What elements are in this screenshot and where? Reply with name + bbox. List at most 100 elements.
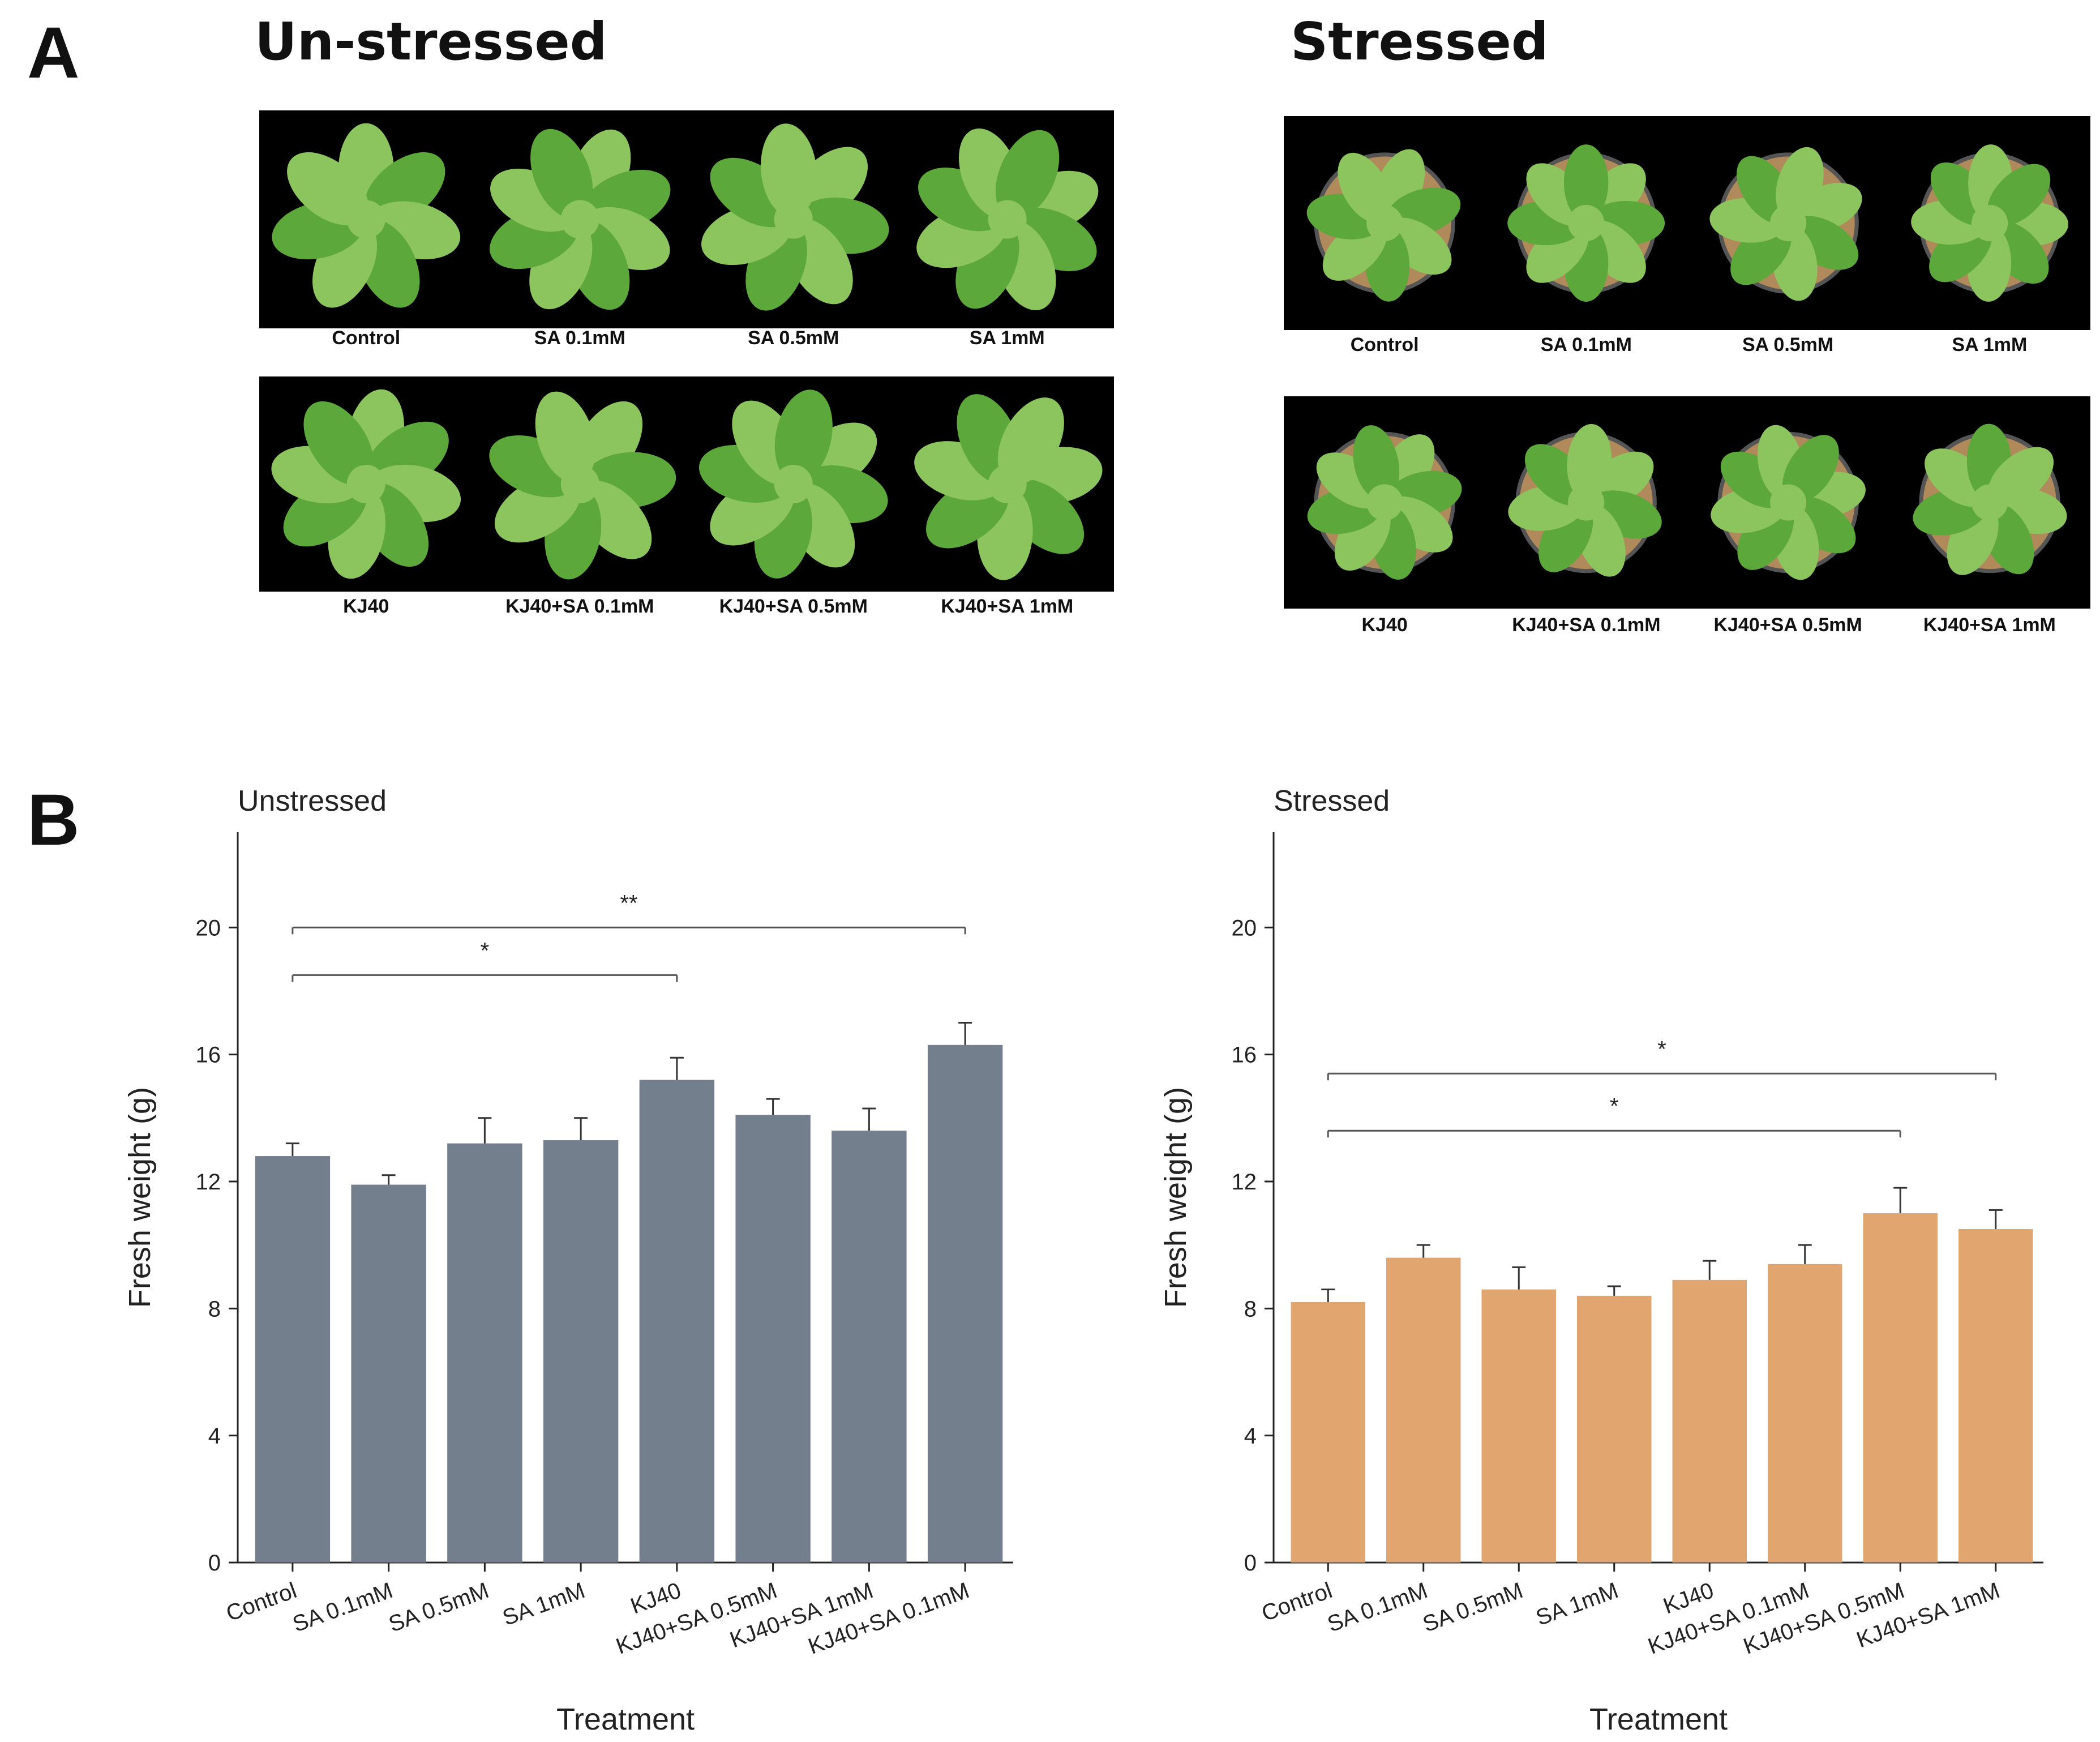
bar xyxy=(1291,1302,1365,1563)
bar xyxy=(639,1080,715,1563)
leaf-center xyxy=(1568,484,1605,521)
leaf xyxy=(530,129,593,219)
plant-photo xyxy=(1687,396,1889,609)
stressed-photo-row-1 xyxy=(1284,116,2090,330)
leaf-center xyxy=(1366,204,1403,242)
plant-photo xyxy=(259,376,473,592)
bar xyxy=(1577,1295,1652,1563)
leaf xyxy=(997,397,1064,485)
y-tick-label: 16 xyxy=(196,1043,221,1068)
y-tick-label: 20 xyxy=(196,915,221,940)
plant-photo xyxy=(687,110,901,328)
bar xyxy=(927,1045,1003,1563)
chart-title: Stressed xyxy=(1274,785,1390,818)
x-axis-label: Treatment xyxy=(1589,1702,1728,1736)
bar xyxy=(351,1184,426,1563)
leaf-center xyxy=(988,465,1027,503)
plant-photo xyxy=(901,376,1115,592)
x-tick-label: KJ40+SA 0.1mM xyxy=(805,1578,972,1659)
y-tick-label: 4 xyxy=(1244,1424,1257,1449)
plant-photo xyxy=(687,376,901,592)
plant-photo xyxy=(1485,116,1687,330)
plant-rosette xyxy=(1507,144,1665,302)
y-tick-label: 4 xyxy=(208,1424,221,1449)
leaf xyxy=(1338,152,1392,223)
y-tick-label: 20 xyxy=(1232,915,1257,940)
photo-label: SA 0.1mM xyxy=(1540,334,1632,356)
photo-label: SA 0.5mM xyxy=(748,327,839,349)
leaf xyxy=(761,123,817,217)
leaf xyxy=(1782,435,1839,503)
significance-label: * xyxy=(481,938,490,963)
leaf-center xyxy=(988,200,1027,239)
leaf-center xyxy=(346,200,385,239)
y-tick-label: 8 xyxy=(208,1296,221,1321)
plant-rosette xyxy=(916,128,1098,311)
plant-rosette xyxy=(1306,149,1461,302)
photo-label: SA 1mM xyxy=(969,327,1045,349)
bar xyxy=(832,1131,907,1563)
chart-title: Unstressed xyxy=(238,785,387,818)
stressed-label-row-2: KJ40 KJ40+SA 0.1mM KJ40+SA 0.5mM KJ40+SA… xyxy=(1284,614,2090,636)
photo-label: SA 0.1mM xyxy=(534,327,625,349)
bar xyxy=(1863,1213,1938,1563)
plant-photo xyxy=(473,110,687,328)
bar xyxy=(1481,1289,1556,1563)
plant-photo xyxy=(1687,116,1889,330)
leaf xyxy=(774,390,833,482)
leaf xyxy=(1988,447,2054,507)
y-tick-label: 8 xyxy=(1244,1296,1257,1321)
unstressed-label-row-1: Control SA 0.1mM SA 0.5mM SA 1mM xyxy=(259,327,1114,349)
photo-label: KJ40 xyxy=(1361,614,1408,636)
leaf xyxy=(535,391,595,483)
leaf xyxy=(1353,425,1400,501)
stressed-photo-title: Stressed xyxy=(1291,11,1549,72)
bar xyxy=(447,1143,522,1563)
y-tick-label: 16 xyxy=(1232,1043,1257,1068)
significance-label: ** xyxy=(620,891,637,915)
plant-rosette xyxy=(698,390,888,579)
leaf-center xyxy=(1366,484,1403,521)
y-tick-label: 0 xyxy=(1244,1551,1257,1576)
leaf xyxy=(1567,423,1612,501)
photo-label: KJ40+SA 0.5mM xyxy=(1713,614,1862,636)
significance-label: * xyxy=(1610,1094,1619,1119)
plant-rosette xyxy=(271,389,461,579)
plant-photo xyxy=(901,110,1115,328)
x-axis-label: Treatment xyxy=(556,1702,695,1736)
x-tick-label: SA 1mM xyxy=(1533,1578,1622,1630)
y-tick-label: 0 xyxy=(208,1551,221,1576)
plant-photo xyxy=(473,376,687,592)
x-tick-label: Control xyxy=(223,1578,300,1626)
photo-label: KJ40+SA 1mM xyxy=(941,596,1074,617)
plant-rosette xyxy=(272,123,461,308)
plant-rosette xyxy=(489,129,670,310)
leaf-center xyxy=(1769,484,1806,521)
plant-rosette xyxy=(914,394,1102,580)
plant-rosette xyxy=(488,391,676,580)
leaf-center xyxy=(1568,204,1605,242)
x-tick-label: SA 0.1mM xyxy=(289,1578,396,1637)
panel-b-letter: B xyxy=(27,780,80,861)
photo-label: KJ40+SA 1mM xyxy=(1923,614,2056,636)
leaf-center xyxy=(1971,484,2008,521)
plant-photo xyxy=(259,110,473,328)
significance-label: * xyxy=(1657,1037,1666,1062)
photo-label: KJ40+SA 0.5mM xyxy=(719,596,868,617)
plant-rosette xyxy=(701,123,889,311)
photo-label: Control xyxy=(1350,334,1419,356)
plant-photo xyxy=(1889,396,2090,609)
unstressed-photo-row-1 xyxy=(259,110,1114,328)
plant-photo xyxy=(1889,116,2090,330)
plant-photo xyxy=(1284,116,1485,330)
unstressed-label-row-2: KJ40 KJ40+SA 0.1mM KJ40+SA 0.5mM KJ40+SA… xyxy=(259,596,1114,618)
x-tick-label: SA 0.1mM xyxy=(1324,1578,1430,1637)
photo-label: Control xyxy=(332,327,401,349)
leaf xyxy=(995,130,1059,219)
photo-label: KJ40+SA 0.1mM xyxy=(505,596,654,617)
leaf-center xyxy=(774,200,813,239)
plant-photo xyxy=(1485,396,1687,609)
bar xyxy=(1958,1229,2033,1563)
leaf-center xyxy=(1769,204,1806,242)
